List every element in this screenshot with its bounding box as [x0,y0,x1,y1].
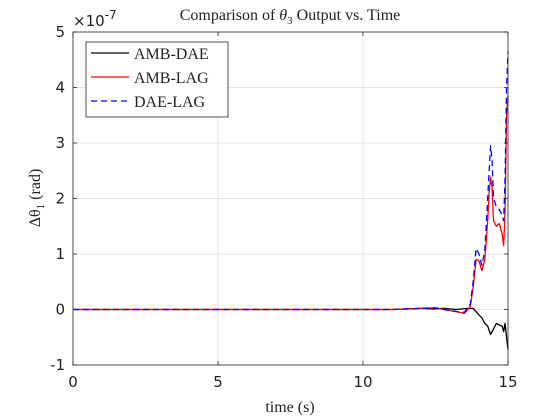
ylabel-suffix: (rad) [27,169,44,204]
ylabel-subscript: 1 [35,204,47,210]
y-tick-label: 4 [55,79,65,97]
series-line-amb-lag [73,95,509,315]
y-tick-label: 2 [55,190,65,208]
legend-box [85,41,229,118]
x-tick-label: 0 [68,373,78,391]
y-tick-label: 3 [55,134,65,152]
title-suffix: Output vs. Time [293,7,401,24]
y-tick-label: 0 [55,301,65,319]
title-subscript: 3 [287,15,293,27]
legend-label-amb-lag: AMB-LAG [134,70,209,87]
series-layer [73,51,509,350]
x-tick-labels: 0 5 10 15 [68,373,517,391]
y-tick-label: -1 [50,356,65,374]
x-axis-label: time (s) [265,399,314,416]
x-tick-label: 10 [353,373,372,391]
x-tick-label: 15 [498,373,517,391]
ylabel-symbol: Δθ [27,209,44,227]
x-tick-label: 5 [213,373,223,391]
y-tick-label: 1 [55,245,65,263]
title-prefix: Comparison of [180,7,280,24]
y-exponent-power: -7 [105,8,117,22]
legend: AMB-DAE AMB-LAG DAE-LAG [85,41,229,118]
y-tick-labels: -1 0 1 2 3 4 5 [50,23,65,374]
title-symbol: θ [279,7,287,24]
y-exponent-label: ×10-7 [73,8,117,30]
y-tick-label: 5 [55,23,65,41]
ticks [72,31,509,366]
chart-title: Comparison of θ3 Output vs. Time [180,7,401,27]
legend-label-dae-lag: DAE-LAG [134,94,206,111]
y-axis-label: Δθ1 (rad) [27,169,47,228]
legend-label-amb-dae: AMB-DAE [134,46,209,63]
